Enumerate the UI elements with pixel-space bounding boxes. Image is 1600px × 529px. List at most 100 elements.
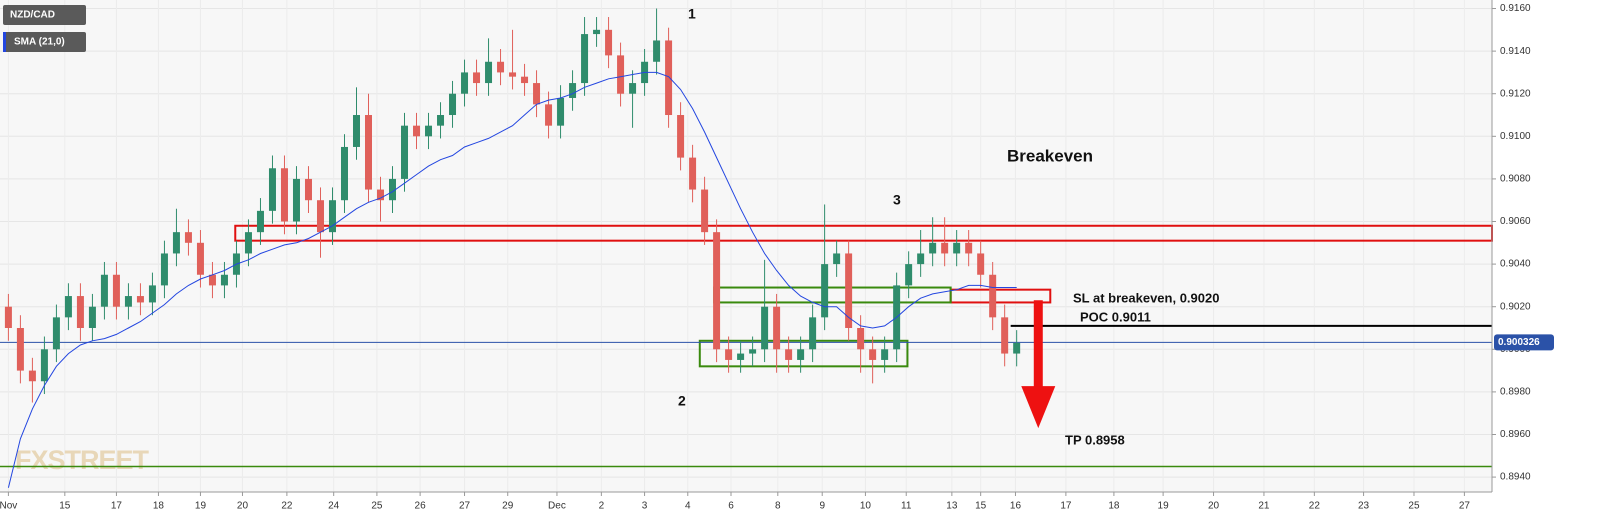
x-tick-label: 27 bbox=[1459, 501, 1471, 512]
arrow-head bbox=[1021, 386, 1056, 429]
candle-body bbox=[485, 61, 493, 84]
y-tick-label: 0.9160 bbox=[1500, 3, 1531, 14]
x-tick-label: 24 bbox=[328, 501, 340, 512]
candle-body bbox=[208, 274, 216, 286]
y-tick-label: 0.9120 bbox=[1500, 88, 1531, 99]
candle-body bbox=[509, 72, 517, 77]
price-badge bbox=[1494, 334, 1554, 351]
x-tick-label: 9 bbox=[819, 501, 825, 512]
candle-body bbox=[785, 349, 793, 360]
legend-box bbox=[3, 5, 86, 25]
x-tick-label: 18 bbox=[1108, 501, 1120, 512]
candle-body bbox=[965, 242, 973, 254]
x-tick-label: 8 bbox=[775, 501, 781, 512]
candle-body bbox=[256, 210, 264, 233]
x-tick-label: 25 bbox=[371, 501, 383, 512]
x-tick-label: 4 bbox=[685, 501, 691, 512]
x-tick-label: Dec bbox=[548, 501, 566, 512]
candle-body bbox=[112, 274, 120, 307]
x-tick-label: 22 bbox=[281, 501, 293, 512]
candle-body bbox=[160, 253, 168, 286]
candle-body bbox=[292, 178, 300, 222]
annotation: 1 bbox=[688, 6, 696, 22]
x-tick-label: Nov bbox=[0, 501, 17, 512]
y-tick-label: 0.9100 bbox=[1500, 131, 1531, 142]
annotation: TP 0.8958 bbox=[1065, 432, 1125, 447]
candle-body bbox=[713, 232, 721, 350]
candle-body bbox=[172, 232, 180, 254]
candle-body bbox=[64, 296, 72, 318]
x-tick-label: 21 bbox=[1258, 501, 1270, 512]
legend-box bbox=[3, 32, 86, 52]
x-tick-label: 27 bbox=[459, 501, 471, 512]
y-tick-label: 0.9040 bbox=[1500, 259, 1531, 270]
candle-body bbox=[737, 353, 745, 360]
candle-body bbox=[989, 274, 997, 318]
candle-body bbox=[557, 97, 565, 126]
marks bbox=[0, 8, 1494, 488]
candle-body bbox=[473, 72, 481, 84]
candle-body bbox=[941, 242, 949, 254]
watermark: FXSTREET bbox=[15, 445, 150, 475]
candle-body bbox=[88, 306, 96, 328]
candle-body bbox=[665, 40, 673, 116]
annotation: Breakeven bbox=[1007, 146, 1093, 165]
x-tick-label: 11 bbox=[901, 501, 912, 512]
candle-body bbox=[905, 264, 913, 286]
x-tick-label: 17 bbox=[111, 501, 123, 512]
candle-body bbox=[821, 264, 829, 318]
y-tick-label: 0.8980 bbox=[1500, 387, 1531, 398]
x-tick-label: 6 bbox=[728, 501, 734, 512]
legend-swatch bbox=[3, 32, 6, 52]
candle-body bbox=[953, 242, 961, 254]
x-tick-label: 16 bbox=[1010, 501, 1022, 512]
candle-body bbox=[304, 178, 312, 201]
candle-body bbox=[869, 349, 877, 360]
candle-body bbox=[749, 349, 757, 354]
x-tick-label: 19 bbox=[1158, 501, 1170, 512]
candle-body bbox=[533, 83, 541, 105]
candle-body bbox=[917, 253, 925, 265]
candle-body bbox=[701, 189, 709, 233]
x-tick-label: 15 bbox=[975, 501, 987, 512]
candle-body bbox=[521, 76, 529, 84]
candle-body bbox=[340, 146, 348, 201]
candle-body bbox=[40, 349, 48, 382]
candle-body bbox=[545, 104, 553, 126]
candle-body bbox=[148, 285, 156, 303]
candle-body bbox=[689, 157, 697, 190]
candle-body bbox=[76, 296, 84, 328]
x-tick-label: 13 bbox=[946, 501, 958, 512]
legend-entry: NZD/CAD bbox=[10, 10, 55, 21]
candle-body bbox=[28, 370, 36, 382]
x-tick-label: 17 bbox=[1060, 501, 1072, 512]
candle-body bbox=[437, 115, 445, 126]
candle-body bbox=[929, 242, 937, 254]
x-tick-label: 10 bbox=[860, 501, 872, 512]
candle-body bbox=[1001, 317, 1009, 354]
x-tick-label: 29 bbox=[502, 501, 514, 512]
candle-body bbox=[593, 29, 601, 35]
y-tick-label: 0.9080 bbox=[1500, 174, 1531, 185]
zone-box bbox=[698, 339, 909, 368]
candle-body bbox=[833, 253, 841, 265]
x-tick-label: 23 bbox=[1358, 501, 1370, 512]
candle-body bbox=[280, 168, 288, 222]
x-tick-label: 2 bbox=[599, 501, 605, 512]
annotation: 2 bbox=[678, 393, 686, 409]
x-tick-label: 15 bbox=[59, 501, 71, 512]
candle-body bbox=[377, 189, 385, 201]
candle-body bbox=[773, 306, 781, 350]
price-badge-label: 0.900326 bbox=[1498, 337, 1540, 348]
sma-line bbox=[7, 71, 1017, 488]
candle-body bbox=[16, 328, 24, 371]
candle-body bbox=[1013, 342, 1021, 354]
candle-body bbox=[977, 253, 985, 275]
annotation: POC 0.9011 bbox=[1080, 309, 1151, 324]
x-tick-label: 3 bbox=[642, 501, 648, 512]
candle-body bbox=[52, 317, 60, 350]
candle-body bbox=[268, 168, 276, 211]
candle-body bbox=[244, 232, 252, 254]
